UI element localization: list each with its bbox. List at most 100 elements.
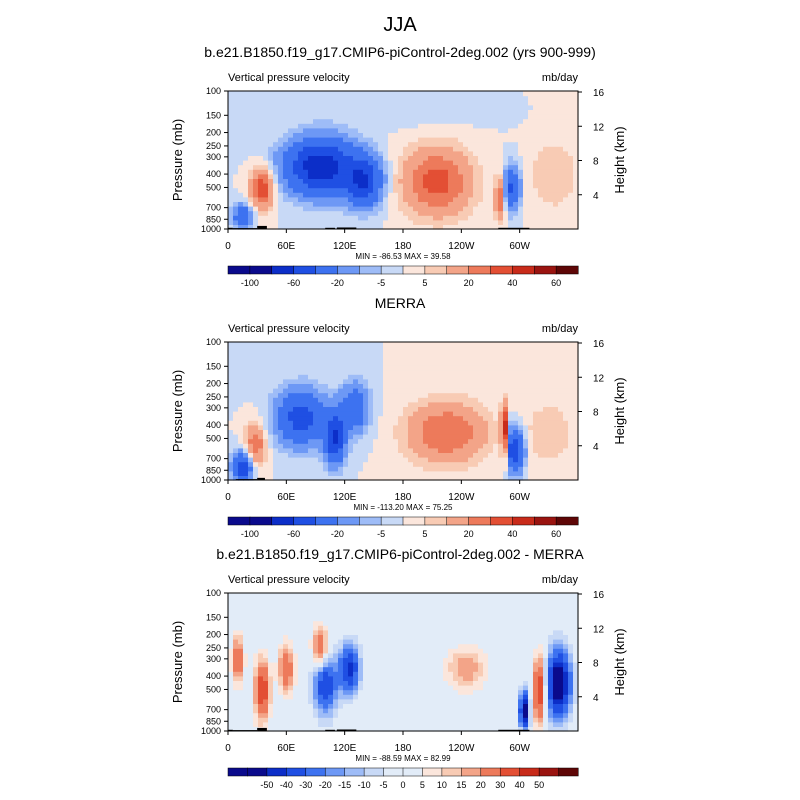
contour-cell <box>343 415 349 421</box>
contour-cell <box>523 224 529 230</box>
contour-cell <box>293 424 299 430</box>
contour-cell <box>243 388 249 394</box>
contour-cell <box>258 355 264 361</box>
contour-cell <box>313 629 319 635</box>
contour-cell <box>313 703 319 709</box>
contour-cell <box>563 109 569 115</box>
contour-cell <box>473 388 479 394</box>
contour-cell <box>303 146 309 152</box>
contour-cell <box>333 712 339 718</box>
contour-cell <box>403 173 409 179</box>
contour-cell <box>418 183 424 189</box>
contour-cell <box>338 196 344 202</box>
contour-cell <box>538 342 544 348</box>
contour-cell <box>548 123 554 129</box>
contour-cell <box>403 109 409 115</box>
contour-cell <box>428 424 434 430</box>
contour-cell <box>498 95 504 101</box>
contour-cell <box>343 470 349 476</box>
contour-cell <box>413 123 419 129</box>
contour-cell <box>543 401 549 407</box>
contour-cell <box>318 215 324 221</box>
contour-cell <box>288 620 294 626</box>
contour-cell <box>318 192 324 198</box>
contour-cell <box>448 196 454 202</box>
contour-cell <box>418 434 424 440</box>
contour-cell <box>323 196 329 202</box>
contour-cell <box>513 401 519 407</box>
contour-cell <box>298 611 304 617</box>
contour-cell <box>528 192 534 198</box>
contour-cell <box>503 443 509 449</box>
contour-cell <box>493 196 499 202</box>
contour-cell <box>558 461 564 467</box>
contour-cell <box>438 187 444 193</box>
contour-cell <box>468 447 474 453</box>
contour-cell <box>408 210 414 216</box>
contour-cell <box>408 392 414 398</box>
contour-cell <box>388 215 394 221</box>
contour-cell <box>253 374 259 380</box>
contour-cell <box>453 215 459 221</box>
contour-cell <box>318 388 324 394</box>
contour-cell <box>568 187 574 193</box>
contour-cell <box>338 378 344 384</box>
contour-cell <box>568 397 574 403</box>
contour-cell <box>488 160 494 166</box>
contour-cell <box>458 415 464 421</box>
contour-cell <box>338 123 344 129</box>
contour-cell <box>248 114 254 120</box>
contour-cell <box>518 141 524 147</box>
contour-cell <box>453 424 459 430</box>
contour-cell <box>243 415 249 421</box>
contour-cell <box>233 420 239 426</box>
contour-cell <box>488 457 494 463</box>
contour-cell <box>328 597 334 603</box>
contour-cell <box>278 452 284 458</box>
contour-cell <box>418 95 424 101</box>
contour-cell <box>388 224 394 230</box>
contour-cell <box>243 694 249 700</box>
contour-cell <box>238 411 244 417</box>
contour-cell <box>573 355 579 361</box>
contour-cell <box>253 680 259 686</box>
contour-cell <box>233 164 239 170</box>
contour-cell <box>483 342 489 348</box>
variable-label: Vertical pressure velocity <box>228 72 350 84</box>
contour-cell <box>283 639 289 645</box>
contour-cell <box>288 397 294 403</box>
contour-cell <box>568 127 574 133</box>
contour-cell <box>273 127 279 133</box>
contour-cell <box>483 169 489 175</box>
contour-cell <box>568 434 574 440</box>
contour-cell <box>513 206 519 212</box>
contour-cell <box>478 210 484 216</box>
contour-cell <box>518 206 524 212</box>
contour-cell <box>443 95 449 101</box>
contour-cell <box>498 401 504 407</box>
contour-cell <box>398 443 404 449</box>
contour-cell <box>273 360 279 366</box>
contour-cell <box>333 424 339 430</box>
contour-cell <box>503 109 509 115</box>
contour-cell <box>433 201 439 207</box>
contour-cell <box>398 196 404 202</box>
contour-cell <box>398 160 404 166</box>
contour-cell <box>273 164 279 170</box>
contour-cell <box>243 712 249 718</box>
contour-cell <box>553 146 559 152</box>
contour-cell <box>353 452 359 458</box>
contour-cell <box>468 192 474 198</box>
contour-cell <box>253 625 259 631</box>
contour-cell <box>363 123 369 129</box>
contour-cell <box>523 447 529 453</box>
contour-cell <box>393 360 399 366</box>
contour-cell <box>298 424 304 430</box>
contour-cell <box>448 95 454 101</box>
contour-cell <box>408 360 414 366</box>
contour-cell <box>498 100 504 106</box>
contour-cell <box>543 411 549 417</box>
contour-cell <box>393 164 399 170</box>
contour-cell <box>328 173 334 179</box>
contour-cell <box>488 466 494 472</box>
